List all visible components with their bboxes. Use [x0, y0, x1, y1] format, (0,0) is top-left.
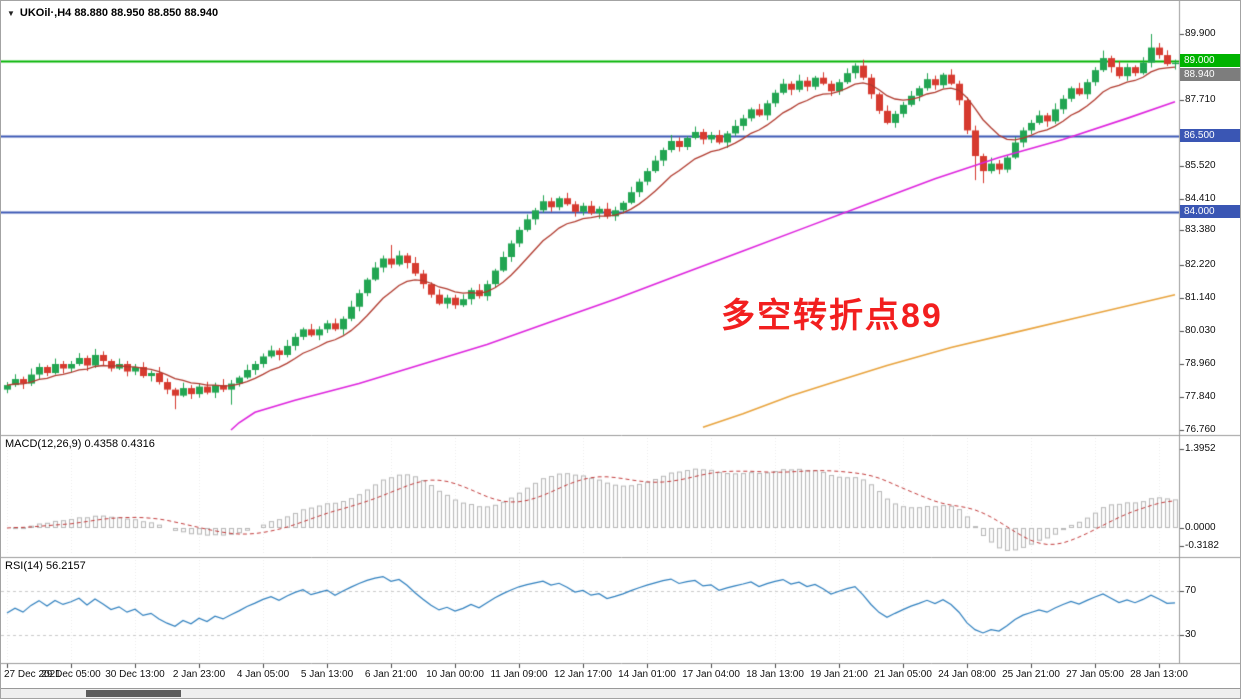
horizontal-scrollbar[interactable] [1, 688, 1240, 698]
symbol-dropdown-icon[interactable]: ▼ [7, 8, 15, 18]
scrollbar-thumb[interactable] [86, 690, 181, 697]
